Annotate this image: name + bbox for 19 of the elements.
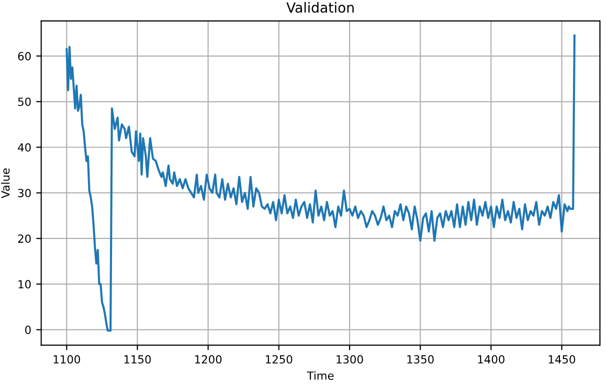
y-tick-label: 20 xyxy=(18,234,31,243)
y-tick-label: 0 xyxy=(25,326,31,334)
x-tick-label: 1100 xyxy=(54,355,80,364)
x-tick-label: 1150 xyxy=(124,355,151,364)
line-series xyxy=(66,34,576,332)
chart-title: Validation xyxy=(286,2,354,13)
x-tick-label: 1450 xyxy=(548,355,576,364)
y-axis-title: Value xyxy=(1,168,10,198)
y-tick-label: 60 xyxy=(18,52,31,60)
x-tick-label: 1400 xyxy=(478,355,504,364)
x-axis-title: Time xyxy=(306,371,334,380)
y-tick-label: 30 xyxy=(18,188,31,198)
x-tick-label: 1350 xyxy=(407,355,434,364)
y-tick-label: 10 xyxy=(18,280,31,288)
x-tick-label: 1300 xyxy=(336,355,363,364)
x-tick-label: 1250 xyxy=(266,355,292,364)
y-tick-label: 50 xyxy=(18,98,31,106)
x-tick-label: 1200 xyxy=(195,355,222,364)
y-tick-label: 40 xyxy=(18,143,31,152)
